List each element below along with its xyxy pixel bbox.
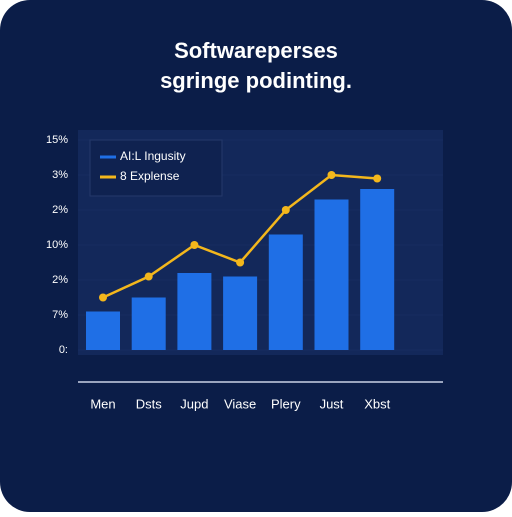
plot: 0: 7% 2% 10% 2% 3% 15% Men Dsts Jupd Viase Plery Jus… xyxy=(46,134,443,411)
line-point xyxy=(99,293,107,302)
y-tick-label: 15% xyxy=(46,134,68,146)
y-tick-label: 7% xyxy=(52,309,68,321)
x-tick-label: Jupd xyxy=(180,396,208,411)
legend: AI:L Ingusity 8 Explense xyxy=(89,139,223,197)
y-tick-label: 0: xyxy=(59,344,68,356)
x-tick-label: Xbst xyxy=(364,396,390,411)
line-point xyxy=(236,258,245,267)
x-tick-label: Men xyxy=(90,396,115,411)
legend-box xyxy=(89,139,223,197)
chart-subtitle: sgringe podinting. xyxy=(160,68,352,93)
bar xyxy=(131,297,166,350)
x-tick-label: Just xyxy=(320,396,344,411)
line-point xyxy=(281,206,290,214)
line-point xyxy=(144,272,153,281)
x-tick-label: Viase xyxy=(224,396,256,411)
bar xyxy=(223,276,258,350)
x-tick-label: Dsts xyxy=(136,396,163,411)
line-point xyxy=(327,171,336,179)
legend-label: 8 Explense xyxy=(120,169,180,183)
y-tick-label: 10% xyxy=(46,239,68,251)
line-point xyxy=(373,174,382,183)
line-point xyxy=(190,241,199,249)
chart-title: Softwareperses xyxy=(174,38,338,63)
bar xyxy=(314,199,349,350)
x-tick-label: Plery xyxy=(271,396,301,411)
y-tick-label: 2% xyxy=(52,204,68,216)
bar xyxy=(360,189,395,350)
legend-label: AI:L Ingusity xyxy=(120,149,186,163)
bar xyxy=(86,311,120,350)
y-tick-label: 3% xyxy=(52,169,68,181)
bar xyxy=(268,234,303,350)
bar xyxy=(177,273,212,350)
y-tick-label: 2% xyxy=(52,274,68,286)
